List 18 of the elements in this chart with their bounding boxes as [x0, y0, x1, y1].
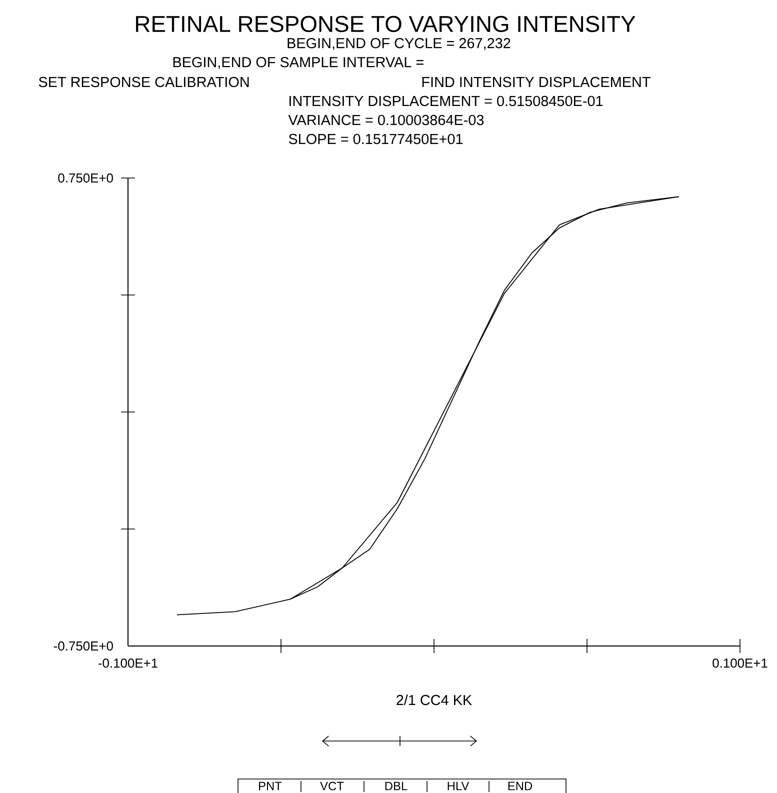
x-tick-label: -0.100E+1: [98, 658, 158, 668]
text: VCT: [320, 782, 344, 790]
text: DBL: [385, 782, 408, 790]
text: SLOPE = 0.15177450E+01: [288, 134, 463, 144]
text: FIND INTENSITY DISPLACEMENT: [422, 76, 650, 88]
text: PNT: [259, 782, 282, 790]
text: END: [508, 782, 532, 790]
y-tick-label: -0.750E+0: [54, 641, 113, 651]
chart-subtitle: BEGIN,END OF CYCLE = 267,232: [288, 38, 510, 50]
text: VARIANCE = 0.10003864E-03: [288, 114, 484, 126]
text: BEGIN,END OF SAMPLE INTERVAL =: [173, 57, 424, 69]
text: HLV: [448, 782, 470, 790]
x-axis-title: 2/1 CC4 KK: [396, 694, 472, 706]
x-tick-label: 0.100E+1: [712, 658, 768, 668]
y-tick-label: 0.750E+0: [58, 173, 113, 183]
text: SET RESPONSE CALIBRATION: [38, 76, 249, 88]
text: INTENSITY DISPLACEMENT = 0.51508450E-01: [290, 96, 603, 106]
chart-title: RETINAL RESPONSE TO VARYING INTENSITY: [136, 16, 636, 32]
